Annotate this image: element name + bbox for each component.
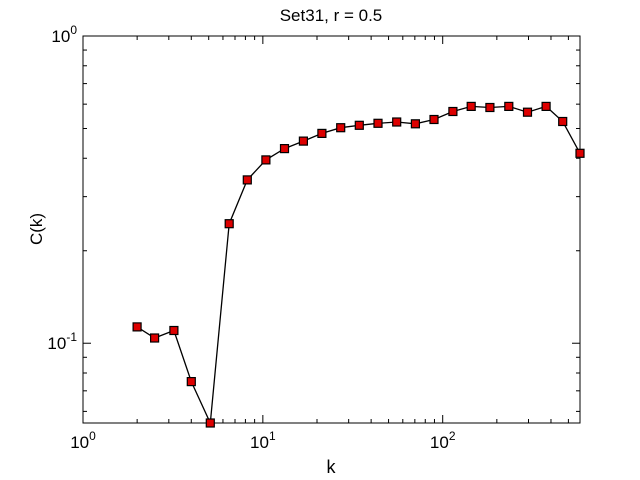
- data-point-marker: [317, 128, 327, 138]
- x-axis-label: k: [327, 457, 337, 477]
- data-point-marker: [466, 101, 476, 112]
- plot-border: [82, 35, 581, 424]
- data-point-marker: [242, 175, 252, 185]
- data-point-marker: [205, 418, 215, 428]
- series-line: [136, 105, 581, 426]
- y-tick-labels: 10-1 100: [47, 23, 77, 353]
- data-point-marker: [224, 219, 234, 229]
- data-point-marker: [410, 119, 420, 129]
- data-point-marker: [558, 116, 568, 127]
- minor-ticks: [83, 36, 580, 423]
- x-tick-label: 101: [250, 429, 276, 452]
- data-point-marker: [169, 325, 179, 336]
- data-point-marker: [522, 107, 533, 117]
- data-point-marker: [132, 322, 142, 332]
- data-point-marker: [336, 123, 346, 133]
- data-point-marker: [429, 114, 439, 125]
- data-point-marker: [541, 101, 551, 112]
- data-point-marker: [373, 118, 383, 128]
- chart-title: Set31, r = 0.5: [280, 6, 383, 25]
- data-point-marker: [186, 377, 196, 387]
- y-tick-label: 100: [51, 23, 77, 46]
- plot-frame: [82, 35, 581, 424]
- y-axis-label: C(k): [27, 213, 46, 245]
- data-point-marker: [150, 333, 160, 343]
- data-point-marker: [354, 120, 364, 130]
- data-point-marker: [575, 148, 585, 158]
- data-point-marker: [279, 144, 290, 154]
- major-ticks: [82, 35, 580, 423]
- series-polyline: [136, 105, 581, 426]
- data-point-marker: [261, 155, 271, 165]
- data-point-marker: [298, 136, 308, 146]
- data-point-marker: [448, 106, 458, 117]
- data-point-marker: [504, 101, 514, 112]
- x-tick-label: 100: [70, 429, 96, 452]
- data-point-marker: [392, 117, 402, 127]
- x-tick-label: 102: [430, 429, 456, 452]
- y-tick-label: 10-1: [47, 330, 77, 353]
- series-markers: [132, 101, 585, 428]
- x-tick-labels: 100 101 102: [70, 429, 456, 452]
- data-point-marker: [485, 102, 495, 113]
